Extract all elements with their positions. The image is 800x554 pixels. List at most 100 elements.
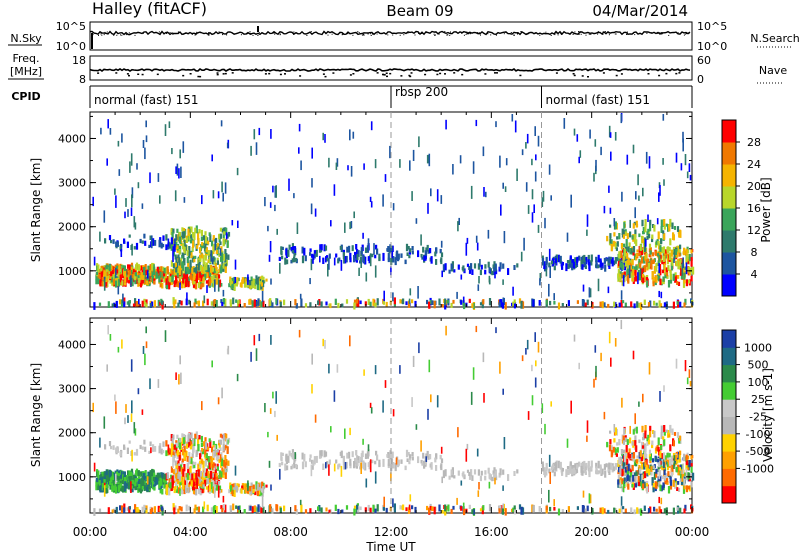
power-point <box>144 264 147 271</box>
velocity-point <box>610 357 612 367</box>
power-point <box>344 222 346 233</box>
velocity-point <box>348 451 351 459</box>
velocity-point <box>180 506 183 512</box>
power-point <box>293 193 295 199</box>
velocity-point <box>531 395 534 406</box>
velocity-point <box>423 461 426 468</box>
y-tick-label: 1000 <box>58 471 86 484</box>
velocity-point <box>204 446 207 455</box>
power-point <box>218 281 221 288</box>
velocity-point <box>684 360 687 372</box>
velocity-point <box>513 471 516 476</box>
power-point <box>521 301 525 309</box>
power-point <box>135 242 139 250</box>
velocity-point <box>663 425 666 432</box>
velocity-point <box>175 485 178 493</box>
velocity-point <box>309 454 312 458</box>
power-point <box>669 270 672 278</box>
power-point <box>301 246 304 254</box>
power-point <box>320 301 323 308</box>
power-point <box>95 271 98 276</box>
power-point <box>594 139 597 147</box>
power-point <box>494 271 496 279</box>
nave-dot <box>665 72 668 75</box>
power-point <box>634 207 636 219</box>
velocity-colorbar-segment <box>722 485 736 504</box>
power-point <box>620 290 623 300</box>
velocity-point <box>608 331 611 344</box>
velocity-point <box>127 485 130 490</box>
power-point <box>438 298 441 306</box>
velocity-point <box>372 504 375 512</box>
velocity-point <box>390 463 393 471</box>
power-point <box>200 283 203 289</box>
power-point <box>407 301 411 308</box>
velocity-point <box>110 446 113 450</box>
velocity-point <box>374 508 377 514</box>
velocity-point <box>688 460 691 468</box>
velocity-point <box>672 479 675 487</box>
power-point <box>179 149 181 159</box>
power-point <box>612 240 615 247</box>
velocity-point <box>270 335 272 345</box>
power-point <box>275 298 278 305</box>
velocity-point <box>492 470 495 475</box>
velocity-point <box>658 496 660 504</box>
velocity-point <box>626 439 629 445</box>
power-point <box>212 256 215 262</box>
power-point <box>655 262 658 269</box>
noise-search-dot <box>525 33 527 35</box>
velocity-point <box>603 508 606 514</box>
power-point <box>106 276 109 284</box>
freq-panel-frame <box>89 55 693 81</box>
velocity-point <box>217 481 221 485</box>
velocity-point <box>137 388 140 395</box>
velocity-point <box>132 509 136 513</box>
velocity-point <box>575 469 579 474</box>
velocity-point <box>121 470 124 478</box>
velocity-point <box>660 445 663 450</box>
velocity-point <box>123 507 126 514</box>
power-point <box>653 300 656 306</box>
velocity-point <box>687 472 690 479</box>
velocity-point <box>678 458 681 463</box>
velocity-point <box>637 470 640 475</box>
velocity-point <box>204 461 207 467</box>
velocity-point <box>215 479 218 484</box>
velocity-point <box>172 457 175 463</box>
power-point <box>684 298 687 305</box>
power-point <box>634 269 637 278</box>
velocity-point <box>642 433 645 441</box>
power-point <box>608 125 611 138</box>
velocity-point <box>193 473 196 479</box>
velocity-point <box>392 498 394 508</box>
velocity-point <box>131 479 134 484</box>
power-point <box>98 274 101 280</box>
power-point <box>128 270 131 277</box>
velocity-point <box>212 479 215 487</box>
noise-search-dot <box>246 33 248 35</box>
velocity-point <box>655 468 658 475</box>
velocity-point <box>446 506 449 510</box>
noise-search-dot <box>317 33 319 35</box>
noise-search-dot <box>197 32 198 34</box>
power-point <box>688 163 691 172</box>
power-point <box>128 300 131 307</box>
velocity-point <box>688 369 691 378</box>
noise-search-dot <box>371 31 373 33</box>
power-point <box>597 278 600 292</box>
power-point <box>545 268 548 277</box>
velocity-point <box>137 470 140 476</box>
noise-search-dot <box>614 33 616 35</box>
velocity-point <box>382 458 385 467</box>
velocity-point <box>104 483 108 489</box>
velocity-point <box>661 466 664 471</box>
noise-search-dot <box>554 34 556 36</box>
power-point <box>609 132 612 138</box>
power-point <box>514 120 517 133</box>
power-point <box>193 232 196 241</box>
power-point <box>552 260 555 267</box>
velocity-point <box>457 470 460 476</box>
power-point <box>576 134 579 142</box>
velocity-point <box>177 460 180 464</box>
